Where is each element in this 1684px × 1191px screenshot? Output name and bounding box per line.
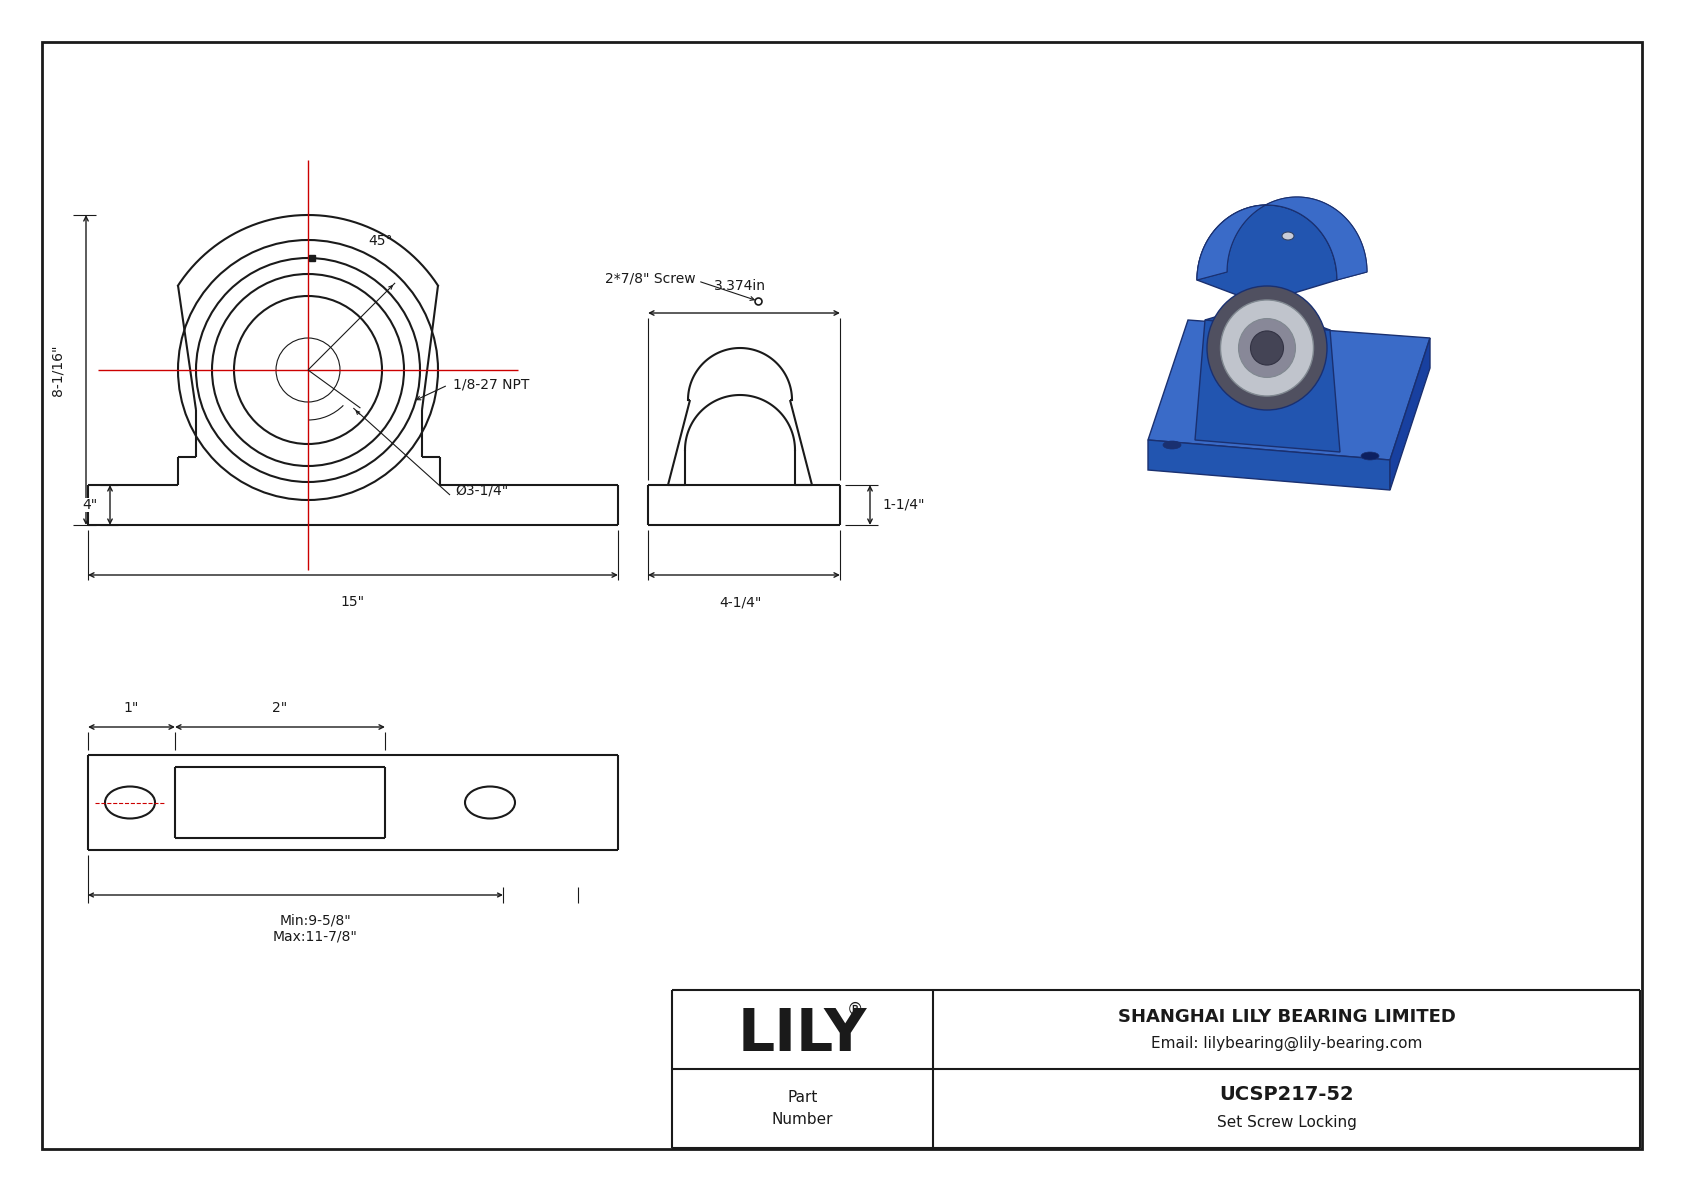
Ellipse shape — [1238, 318, 1295, 378]
Text: 2": 2" — [273, 701, 288, 715]
Ellipse shape — [1207, 286, 1327, 410]
Text: Ø3-1/4": Ø3-1/4" — [455, 484, 509, 497]
Text: LILY: LILY — [738, 1006, 867, 1064]
Text: Max:11-7/8": Max:11-7/8" — [273, 929, 359, 943]
Polygon shape — [1197, 197, 1367, 280]
Text: 15": 15" — [340, 596, 365, 609]
Text: 1/8-27 NPT: 1/8-27 NPT — [453, 378, 529, 392]
Ellipse shape — [1221, 300, 1314, 397]
Ellipse shape — [1361, 453, 1379, 460]
Polygon shape — [1148, 439, 1389, 490]
Polygon shape — [1197, 197, 1367, 280]
Text: ®: ® — [847, 1000, 862, 1018]
Polygon shape — [1196, 320, 1340, 453]
Text: 4": 4" — [83, 498, 98, 512]
Text: Min:9-5/8": Min:9-5/8" — [280, 913, 352, 927]
Text: 3.374in: 3.374in — [714, 279, 766, 293]
Text: Set Screw Locking: Set Screw Locking — [1218, 1115, 1357, 1130]
Text: SHANGHAI LILY BEARING LIMITED: SHANGHAI LILY BEARING LIMITED — [1118, 1009, 1455, 1027]
Text: UCSP217-52: UCSP217-52 — [1219, 1085, 1354, 1104]
Text: 1": 1" — [125, 701, 140, 715]
Ellipse shape — [1282, 232, 1293, 241]
Text: 4-1/4": 4-1/4" — [719, 596, 761, 609]
Ellipse shape — [1251, 331, 1283, 366]
Text: Email: lilybearing@lily-bearing.com: Email: lilybearing@lily-bearing.com — [1150, 1036, 1423, 1052]
Polygon shape — [1389, 338, 1430, 490]
Text: Part
Number: Part Number — [771, 1090, 834, 1127]
Text: 45°: 45° — [369, 235, 392, 248]
Polygon shape — [1148, 320, 1430, 460]
Text: 8-1/16": 8-1/16" — [51, 344, 64, 395]
Text: 1-1/4": 1-1/4" — [882, 498, 925, 512]
Text: 2*7/8" Screw: 2*7/8" Screw — [605, 272, 695, 286]
Polygon shape — [1197, 205, 1337, 330]
Ellipse shape — [1164, 441, 1180, 449]
